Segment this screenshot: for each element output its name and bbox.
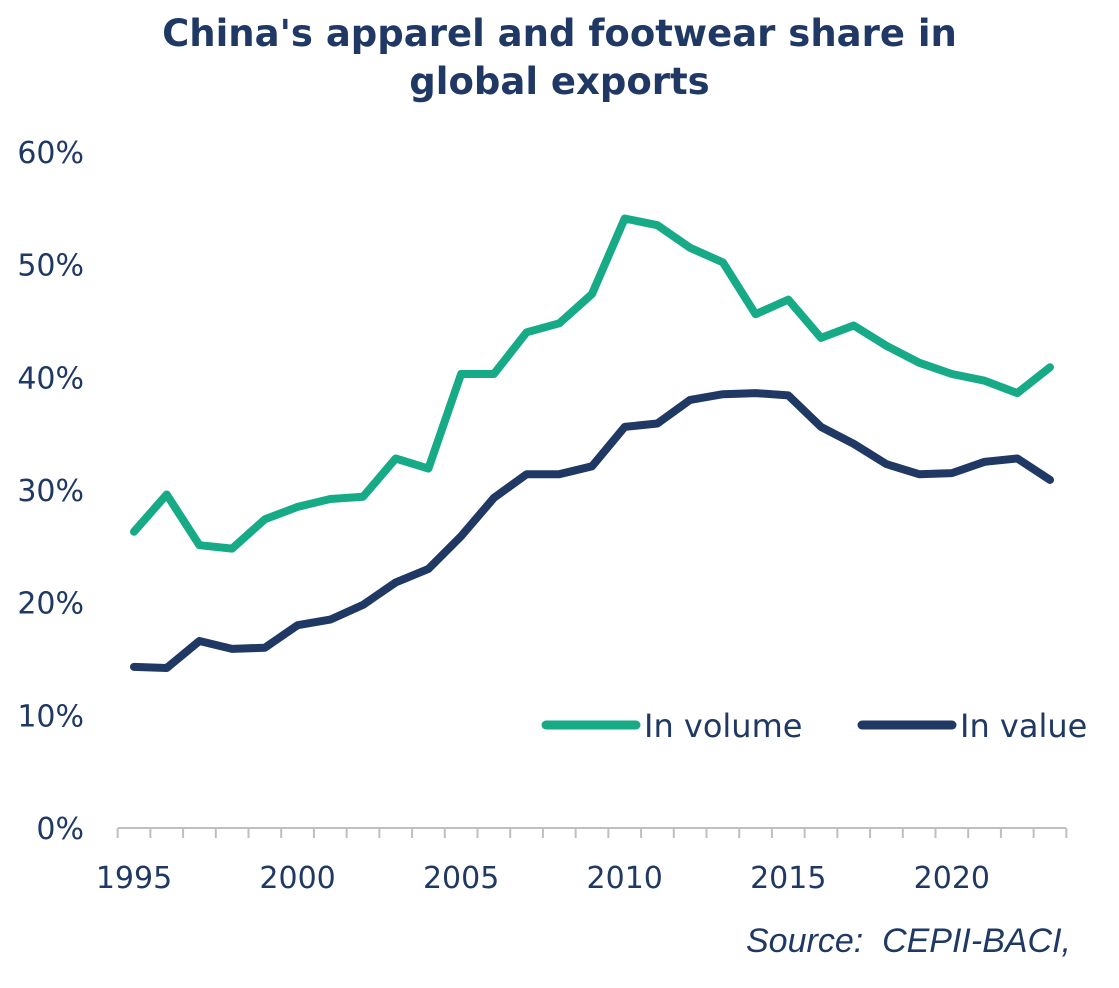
y-axis-ticks: 0% 10% 20% 30% 40% 50% 60% <box>17 136 84 847</box>
source-note: Source: CEPII-BACI, <box>746 922 1071 960</box>
x-tick-label: 2005 <box>423 861 499 896</box>
x-axis: 1995 2000 2005 2010 2015 2020 <box>96 827 1068 896</box>
legend-label: In volume <box>644 707 802 745</box>
x-tick-label: 2000 <box>259 861 335 896</box>
series-line-in-value <box>130 389 1054 672</box>
series-line-in-volume <box>130 214 1054 553</box>
y-tick-label: 20% <box>17 587 84 622</box>
y-tick-label: 50% <box>17 249 84 284</box>
x-tick-label: 1995 <box>96 861 172 896</box>
legend-label: In value <box>960 707 1087 745</box>
legend-item-in-value: In value <box>857 707 1087 745</box>
x-tick-label: 2020 <box>914 861 990 896</box>
series-lines <box>130 214 1054 672</box>
chart-title: China's apparel and footwear share in gl… <box>0 10 1119 106</box>
x-tick-label: 2015 <box>750 861 826 896</box>
chart-title-line-2: global exports <box>409 60 710 103</box>
y-tick-label: 0% <box>36 812 84 847</box>
y-tick-label: 40% <box>17 361 84 396</box>
y-tick-label: 30% <box>17 474 84 509</box>
x-tick-label: 2010 <box>587 861 663 896</box>
y-tick-label: 10% <box>17 699 84 734</box>
chart-title-line-1: China's apparel and footwear share in <box>162 12 957 55</box>
legend: In volume In value <box>541 707 1087 745</box>
y-tick-label: 60% <box>17 136 84 171</box>
legend-item-in-volume: In volume <box>541 707 802 745</box>
